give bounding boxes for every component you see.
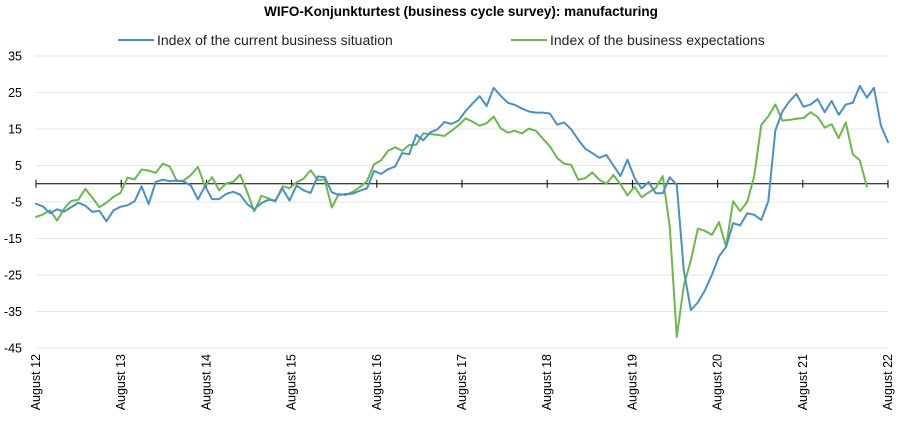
gridlines xyxy=(36,55,888,349)
y-tick-label: -15 xyxy=(4,232,22,246)
x-tick-label: August 21 xyxy=(796,354,810,410)
x-tick-label: August 22 xyxy=(881,354,895,410)
legend: Index of the current business situation … xyxy=(118,32,765,48)
series-line-business-expectations xyxy=(35,103,868,339)
chart-title: WIFO-Konjunkturtest (business cycle surv… xyxy=(264,4,658,19)
x-tick-label: August 14 xyxy=(199,354,213,410)
y-tick-label: 35 xyxy=(8,50,22,64)
y-tick-label: -45 xyxy=(4,342,22,356)
series-lines xyxy=(35,84,889,339)
x-tick-label: August 18 xyxy=(540,354,554,410)
y-tick-label: -35 xyxy=(4,305,22,319)
y-tick-label: 15 xyxy=(8,123,22,137)
x-tick-label: August 12 xyxy=(29,354,43,410)
y-tick-label: 25 xyxy=(8,86,22,100)
x-tick-label: August 15 xyxy=(285,354,299,410)
x-tick-label: August 16 xyxy=(370,354,384,410)
x-tick-label: August 13 xyxy=(114,354,128,410)
x-tick-label: August 20 xyxy=(711,354,725,410)
x-tick-label: August 19 xyxy=(625,354,639,410)
y-tick-label: -5 xyxy=(11,196,22,210)
series-line-current-situation xyxy=(35,84,889,312)
legend-label-current: Index of the current business situation xyxy=(157,32,393,48)
x-axis-ticks: August 12 August 13 August 14 August 15 Augu… xyxy=(29,179,895,410)
y-tick-label: -25 xyxy=(4,269,22,283)
legend-label-expectations: Index of the business expectations xyxy=(550,32,765,48)
y-axis-ticks: 35 25 15 5 -5 -15 -25 -35 -45 xyxy=(4,50,22,356)
x-tick-label: August 17 xyxy=(455,354,469,410)
y-tick-label: 5 xyxy=(15,159,22,173)
